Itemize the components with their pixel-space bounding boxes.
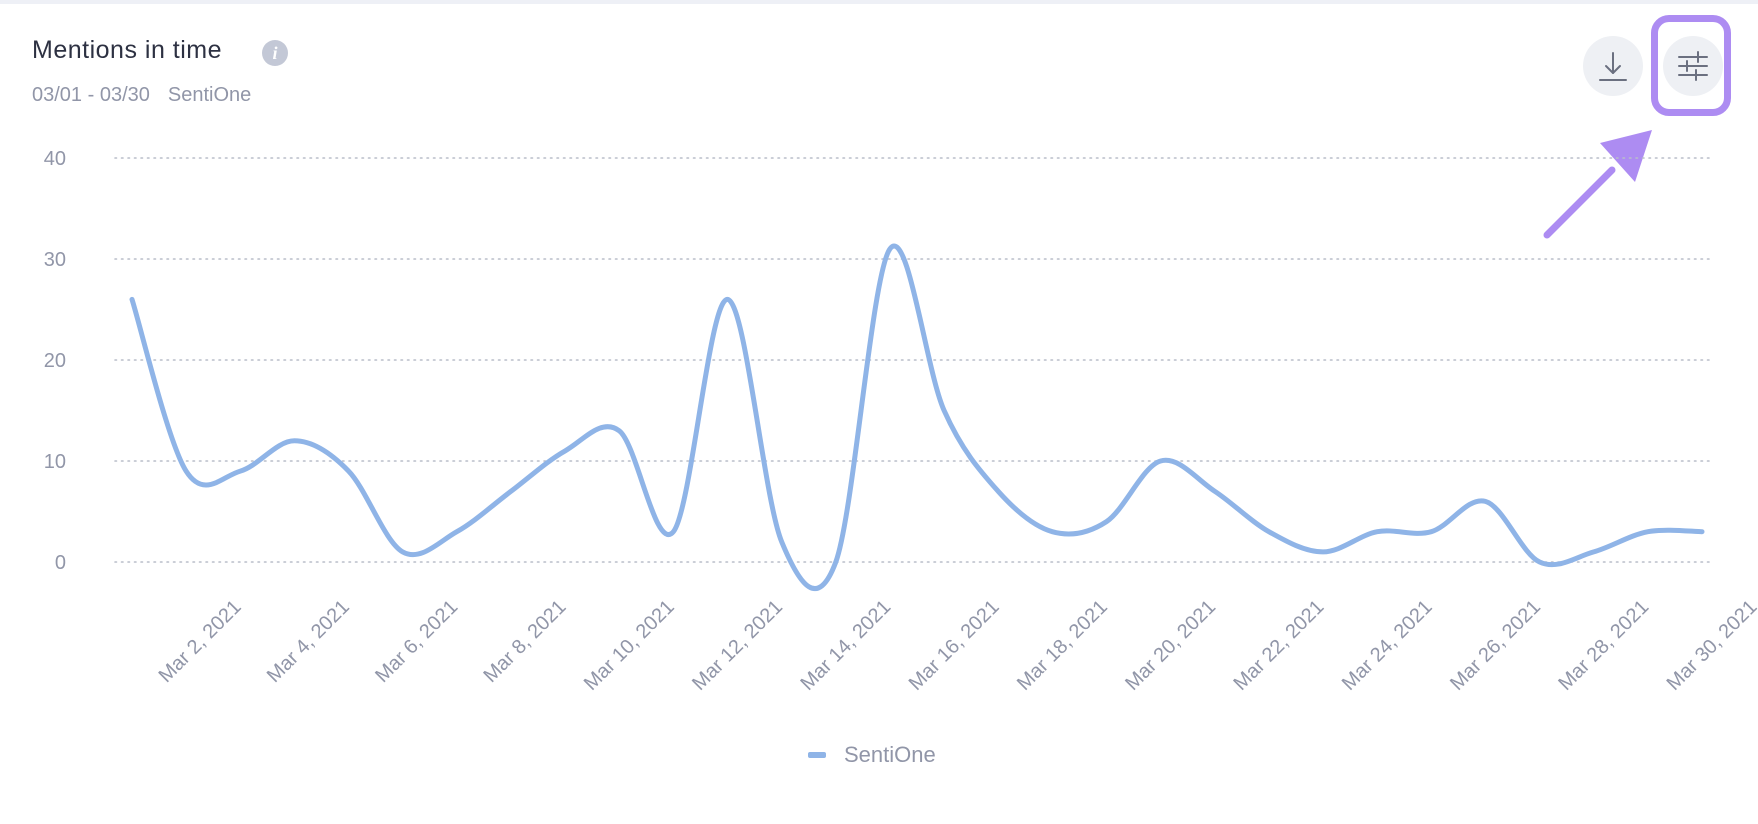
chart-legend[interactable]: SentiOne [808, 740, 936, 770]
mentions-line-chart: 0 10 20 30 40 Mar 2, 2021 Mar 4, 2021 Mar 6, 20… [44, 148, 1758, 695]
legend-label: SentiOne [844, 742, 936, 767]
top-strip [0, 0, 1758, 4]
x-tick-label: Mar 8, 2021 [479, 596, 570, 687]
mentions-widget [0, 4, 1758, 824]
x-tick-label: Mar 10, 2021 [580, 596, 679, 695]
y-tick-label: 10 [44, 451, 66, 473]
widget-subtitle: 03/01 - 03/30 SentiOne [32, 84, 251, 107]
x-tick-label: Mar 20, 2021 [1121, 596, 1220, 695]
x-tick-label: Mar 24, 2021 [1338, 596, 1437, 695]
legend-swatch [808, 752, 826, 758]
chart-settings-button[interactable] [1663, 36, 1723, 96]
download-icon [1599, 52, 1627, 81]
x-tick-label: Mar 6, 2021 [371, 596, 462, 687]
sliders-icon [1678, 51, 1708, 81]
x-tick-label: Mar 12, 2021 [688, 596, 787, 695]
y-tick-label: 30 [44, 249, 66, 271]
y-tick-label: 20 [44, 350, 66, 372]
info-icon[interactable]: i [262, 40, 288, 66]
widget-title: Mentions in time [32, 36, 223, 64]
highlight-box [1651, 15, 1731, 116]
y-tick-label: 40 [44, 148, 66, 170]
x-tick-label: Mar 4, 2021 [263, 596, 354, 687]
x-tick-label: Mar 30, 2021 [1663, 596, 1758, 695]
x-tick-label: Mar 2, 2021 [155, 596, 246, 687]
x-tick-label: Mar 18, 2021 [1013, 596, 1112, 695]
date-range: 03/01 - 03/30 [32, 84, 150, 106]
series-line-sentione [129, 243, 1705, 591]
download-button[interactable] [1583, 36, 1643, 96]
arrow-icon [1543, 130, 1652, 239]
x-tick-label: Mar 14, 2021 [796, 596, 895, 695]
x-tick-label: Mar 22, 2021 [1230, 596, 1329, 695]
x-tick-label: Mar 26, 2021 [1446, 596, 1545, 695]
x-tick-label: Mar 28, 2021 [1554, 596, 1653, 695]
y-tick-label: 0 [55, 552, 66, 574]
x-tick-label: Mar 16, 2021 [905, 596, 1004, 695]
source-name: SentiOne [167, 84, 252, 106]
